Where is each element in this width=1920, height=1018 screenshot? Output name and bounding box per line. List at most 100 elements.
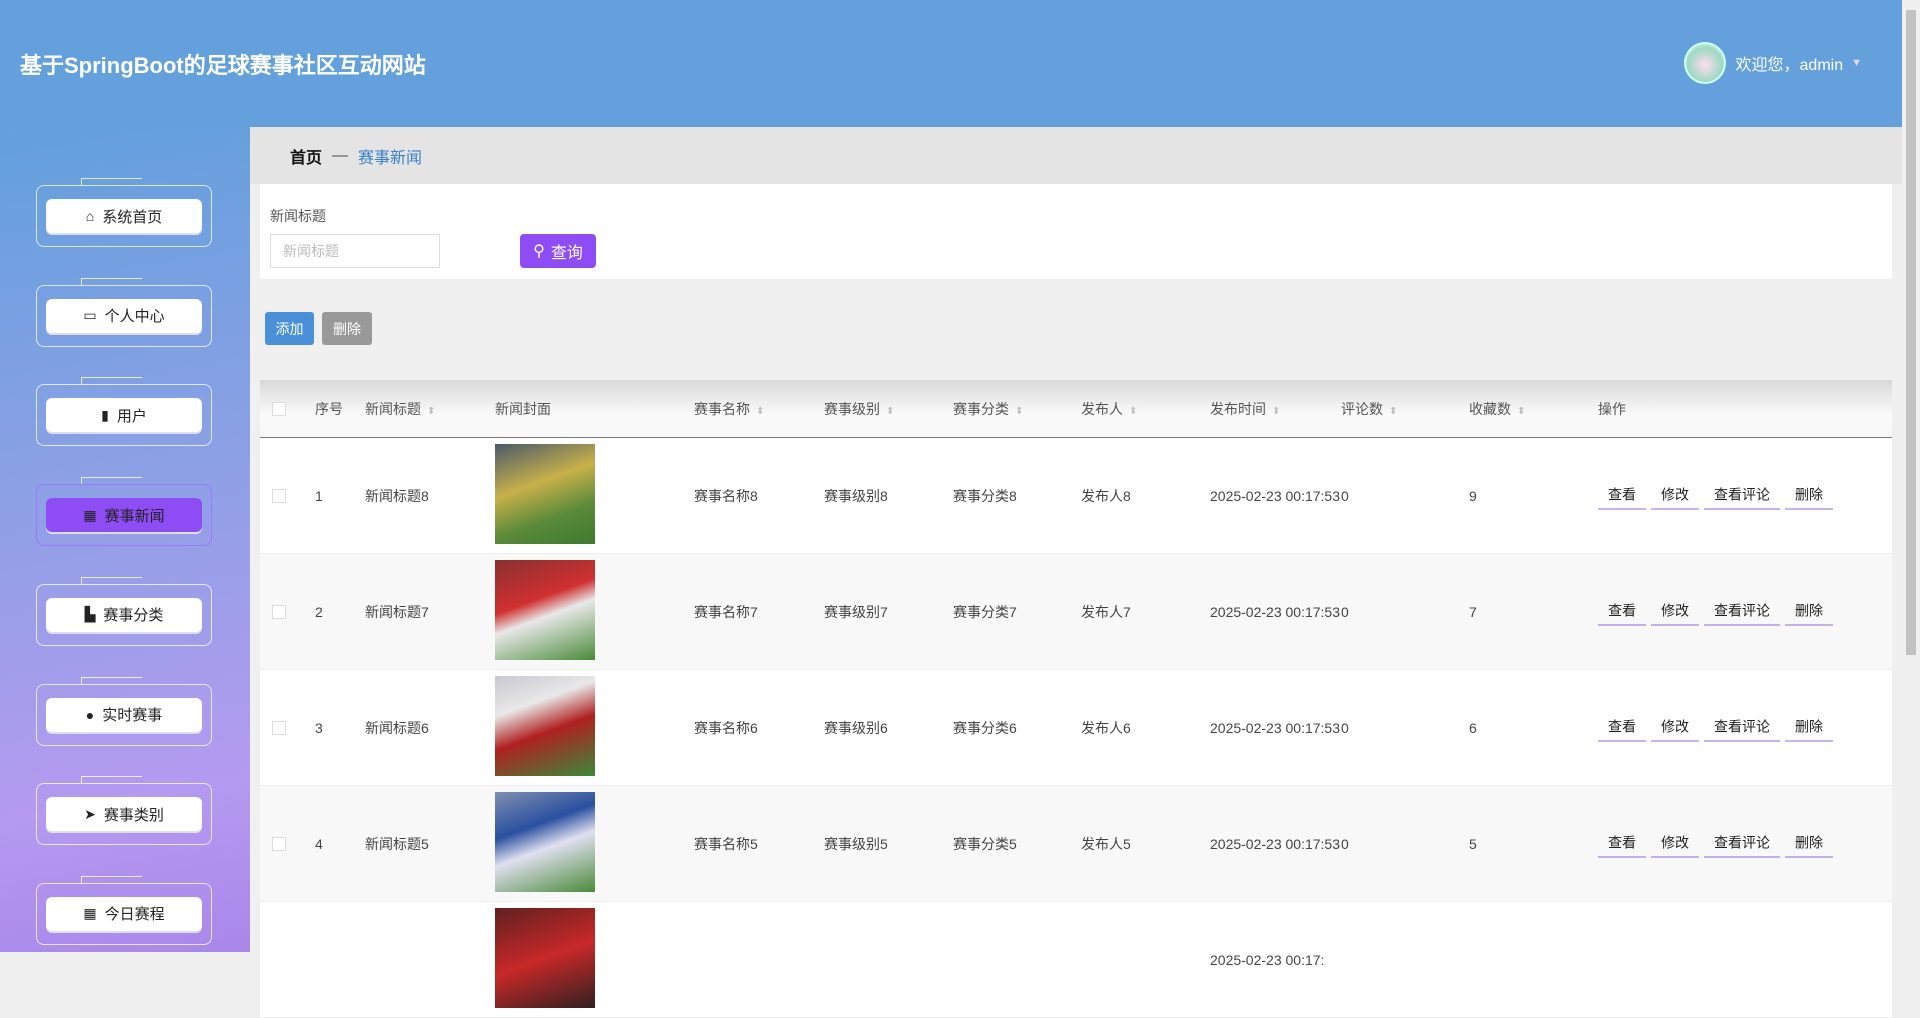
row-actions: 查看 修改 查看评论 删除: [1598, 598, 1833, 625]
cell-time: 2025-02-23 00:17:53: [1210, 835, 1340, 852]
table-row: 2025-02-23 00:17:: [260, 902, 1892, 1018]
news-cover-image[interactable]: [495, 792, 595, 892]
cell-time: 2025-02-23 00:17:53: [1210, 603, 1340, 620]
sidebar-item-button[interactable]: ▙ 赛事分类: [46, 597, 202, 632]
add-button[interactable]: 添加: [265, 312, 314, 345]
nav-frame-decoration: [36, 875, 212, 945]
news-cover-image[interactable]: [495, 676, 595, 776]
view-comments-button[interactable]: 查看评论: [1704, 598, 1780, 625]
view-comments-button[interactable]: 查看评论: [1704, 482, 1780, 509]
nav-frame-decoration: [36, 178, 212, 247]
delete-row-button[interactable]: 删除: [1785, 714, 1833, 741]
wallet-icon: ▭: [83, 307, 97, 324]
sidebar-item[interactable]: ▮ 用户: [36, 377, 212, 447]
table-row: 4 新闻标题5 赛事名称5 赛事级别5 赛事分类5 发布人5 2025-02-23 00:1…: [260, 786, 1892, 902]
sidebar-item[interactable]: ● 实时赛事: [36, 676, 212, 746]
view-comments-button[interactable]: 查看评论: [1704, 830, 1780, 857]
briefcase-icon: ▙: [84, 606, 96, 623]
cell-name: 赛事名称5: [694, 835, 758, 852]
column-header: 评论数 ⬍: [1341, 399, 1397, 419]
sidebar-item-button[interactable]: ▮ 用户: [46, 398, 202, 433]
column-header: 序号: [315, 399, 343, 419]
row-checkbox[interactable]: [272, 836, 286, 851]
scrollbar[interactable]: [1902, 0, 1920, 952]
search-icon: ⚲: [533, 243, 545, 260]
cell-publisher: 发布人6: [1081, 719, 1131, 736]
bar-chart-icon: ▮: [101, 406, 109, 423]
sidebar-item[interactable]: ▦ 今日赛程: [36, 875, 212, 945]
sort-icon[interactable]: ⬍: [1015, 405, 1024, 417]
nav-frame-decoration: [36, 776, 212, 846]
user-menu[interactable]: 欢迎您，admin ▼: [1683, 42, 1862, 84]
sidebar-item-button[interactable]: ⌂ 系统首页: [46, 199, 202, 233]
welcome-text[interactable]: 欢迎您，admin: [1735, 57, 1844, 74]
news-title-search-input[interactable]: [270, 234, 440, 268]
edit-button[interactable]: 修改: [1651, 714, 1699, 741]
column-header: 操作: [1598, 399, 1626, 419]
view-button[interactable]: 查看: [1598, 830, 1646, 857]
column-header: 发布人 ⬍: [1081, 399, 1137, 419]
view-button[interactable]: 查看: [1598, 598, 1646, 625]
view-comments-button[interactable]: 查看评论: [1704, 714, 1780, 741]
cell-no: 4: [315, 835, 323, 852]
search-button-label: 查询: [550, 245, 583, 262]
select-all-checkbox[interactable]: [272, 401, 286, 416]
sidebar-item[interactable]: ⌂ 系统首页: [36, 178, 212, 247]
sidebar-item-button[interactable]: ● 实时赛事: [46, 697, 202, 732]
sort-icon[interactable]: ⬍: [1129, 405, 1138, 417]
grid-icon: ▦: [83, 506, 97, 523]
sidebar-item[interactable]: ▭ 个人中心: [36, 277, 212, 347]
column-header-label: 赛事名称: [694, 400, 750, 417]
avatar[interactable]: [1683, 42, 1726, 84]
row-checkbox[interactable]: [272, 488, 286, 503]
breadcrumb: 首页 — 赛事新闻: [250, 127, 1902, 184]
row-checkbox[interactable]: [272, 604, 286, 619]
caret-down-icon[interactable]: ▼: [1851, 57, 1862, 69]
breadcrumb-home[interactable]: 首页: [290, 149, 323, 167]
sort-icon[interactable]: ⬍: [1272, 405, 1281, 417]
delete-row-button[interactable]: 删除: [1785, 482, 1833, 509]
edit-button[interactable]: 修改: [1651, 482, 1699, 509]
delete-button[interactable]: 删除: [322, 312, 372, 345]
view-button[interactable]: 查看: [1598, 482, 1646, 509]
row-actions: 查看 修改 查看评论 删除: [1598, 830, 1833, 857]
top-header: 基于SpringBoot的足球赛事社区互动网站 欢迎您，admin ▼: [0, 0, 1902, 127]
sidebar-item-button[interactable]: ▭ 个人中心: [46, 298, 202, 333]
delete-row-button[interactable]: 删除: [1785, 598, 1833, 625]
sort-icon[interactable]: ⬍: [1517, 405, 1526, 417]
edit-button[interactable]: 修改: [1651, 598, 1699, 625]
cell-comments: 0: [1341, 835, 1349, 852]
sidebar-item-button[interactable]: ▦ 今日赛程: [46, 896, 202, 931]
edit-button[interactable]: 修改: [1651, 830, 1699, 857]
sort-icon[interactable]: ⬍: [427, 405, 436, 417]
sidebar-item[interactable]: ▙ 赛事分类: [36, 576, 212, 646]
view-button[interactable]: 查看: [1598, 714, 1646, 741]
sidebar-item[interactable]: ➤ 赛事类别: [36, 776, 212, 846]
column-header: 新闻封面: [495, 399, 551, 419]
search-panel: 新闻标题 ⚲ 查询: [260, 184, 1892, 279]
column-header-label: 新闻标题: [365, 400, 421, 417]
table-header: 序号 新闻标题 ⬍ 新闻封面 赛事名称 ⬍ 赛事级别 ⬍ 赛事分类 ⬍ 发布人 ⬍ 发布时间 ⬍ 评论数 ⬍ 收…: [260, 380, 1892, 438]
search-button[interactable]: ⚲ 查询: [520, 234, 596, 268]
cell-comments: 0: [1341, 603, 1349, 620]
column-header-label: 收藏数: [1469, 400, 1511, 417]
sidebar-item-button[interactable]: ➤ 赛事类别: [46, 797, 202, 832]
table-row: 1 新闻标题8 赛事名称8 赛事级别8 赛事分类8 发布人8 2025-02-23 00:1…: [260, 438, 1892, 554]
sidebar-item[interactable]: ▦ 赛事新闻: [36, 477, 212, 547]
news-cover-image[interactable]: [495, 560, 595, 660]
breadcrumb-separator: —: [332, 146, 349, 164]
row-checkbox[interactable]: [272, 720, 286, 735]
delete-row-button[interactable]: 删除: [1785, 830, 1833, 857]
sidebar-item-label: 实时赛事: [102, 707, 163, 724]
cell-name: 赛事名称8: [694, 487, 758, 504]
sidebar-item-button[interactable]: ▦ 赛事新闻: [46, 498, 202, 533]
column-header-label: 发布时间: [1210, 400, 1266, 417]
sidebar-item-label: 系统首页: [102, 208, 163, 226]
scrollbar-thumb[interactable]: [1906, 10, 1916, 655]
sort-icon[interactable]: ⬍: [1389, 405, 1398, 417]
news-cover-image[interactable]: [495, 908, 595, 1008]
sort-icon[interactable]: ⬍: [886, 405, 895, 417]
nav-frame-decoration: [36, 277, 212, 347]
news-cover-image[interactable]: [495, 444, 595, 544]
sort-icon[interactable]: ⬍: [756, 405, 765, 417]
